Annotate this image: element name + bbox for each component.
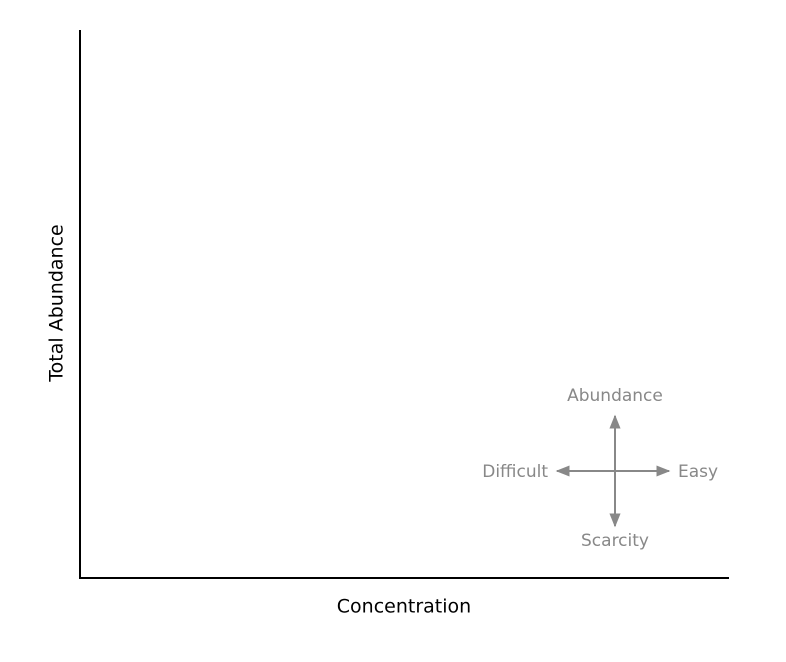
- x-axis-label: Concentration: [337, 596, 471, 618]
- compass: Abundance Scarcity Difficult Easy: [482, 386, 718, 551]
- compass-label: Scarcity: [581, 531, 649, 551]
- y-axis-label: Total Abundance: [46, 224, 68, 382]
- compass-label: Difficult: [482, 462, 548, 482]
- compass-label: Abundance: [567, 386, 663, 406]
- compass-label: Easy: [678, 462, 718, 482]
